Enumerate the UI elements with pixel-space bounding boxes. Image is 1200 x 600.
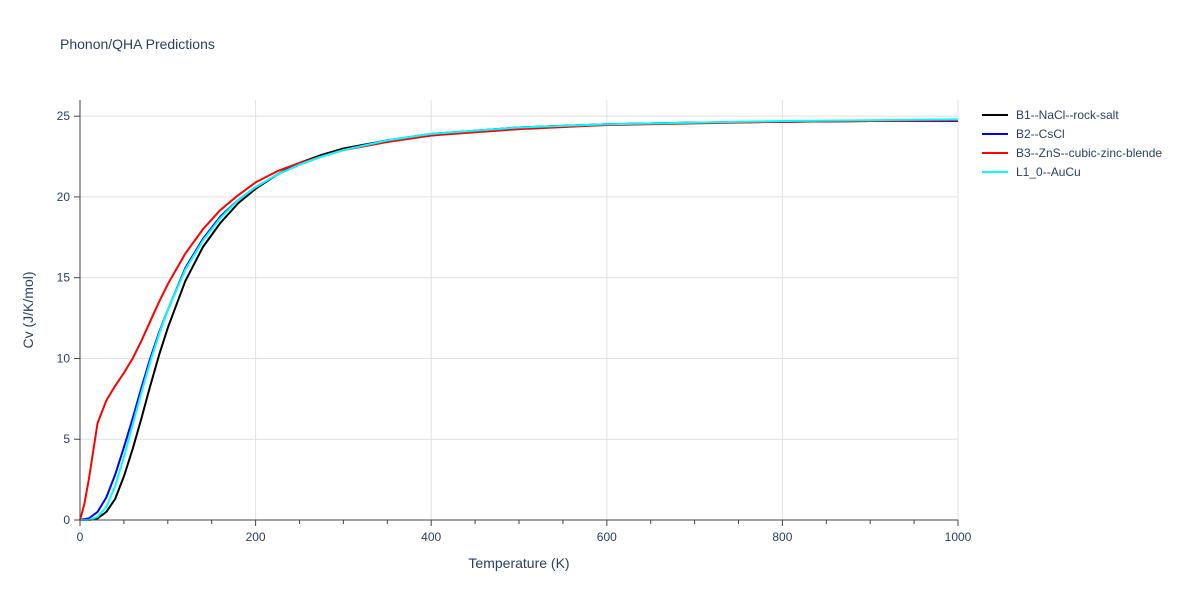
series-line-0 — [80, 120, 958, 521]
legend-item-2[interactable]: B3--ZnS--cubic-zinc-blende — [982, 146, 1162, 160]
legend-label: B2--CsCl — [1016, 127, 1065, 141]
legend-item-1[interactable]: B2--CsCl — [982, 127, 1065, 141]
legend-label: B3--ZnS--cubic-zinc-blende — [1016, 146, 1162, 160]
y-tick-label: 10 — [57, 351, 71, 365]
series-line-1 — [79, 120, 958, 521]
y-tick-label: 5 — [63, 432, 70, 446]
y-tick-label: 15 — [57, 271, 71, 285]
x-tick-label: 800 — [772, 530, 792, 544]
y-tick-label: 0 — [63, 513, 70, 527]
series-line-2 — [79, 119, 959, 521]
legend[interactable]: B1--NaCl--rock-salt B2--CsCl B3--ZnS--cubi… — [982, 108, 1162, 179]
series-layer — [79, 118, 959, 521]
x-tick-label: 400 — [421, 530, 441, 544]
legend-item-0[interactable]: B1--NaCl--rock-salt — [982, 108, 1119, 122]
legend-label: B1--NaCl--rock-salt — [1016, 108, 1119, 122]
series-line-3 — [80, 118, 959, 521]
legend-item-3[interactable]: L1_0--AuCu — [982, 165, 1081, 179]
x-axis-title: Temperature (K) — [468, 555, 569, 571]
chart-title: Phonon/QHA Predictions — [60, 36, 215, 52]
x-tick-label: 200 — [246, 530, 266, 544]
y-axis-title: Cv (J/K/mol) — [20, 272, 36, 349]
grid-layer — [80, 100, 959, 520]
x-tick-label: 600 — [597, 530, 617, 544]
legend-label: L1_0--AuCu — [1016, 165, 1081, 179]
axis-layer: 0 200 400 600 800 1000 0 5 10 15 20 25 — [57, 100, 972, 544]
y-tick-label: 25 — [57, 109, 71, 123]
x-tick-label: 0 — [77, 530, 84, 544]
y-tick-label: 20 — [57, 190, 71, 204]
x-tick-label: 1000 — [945, 530, 972, 544]
